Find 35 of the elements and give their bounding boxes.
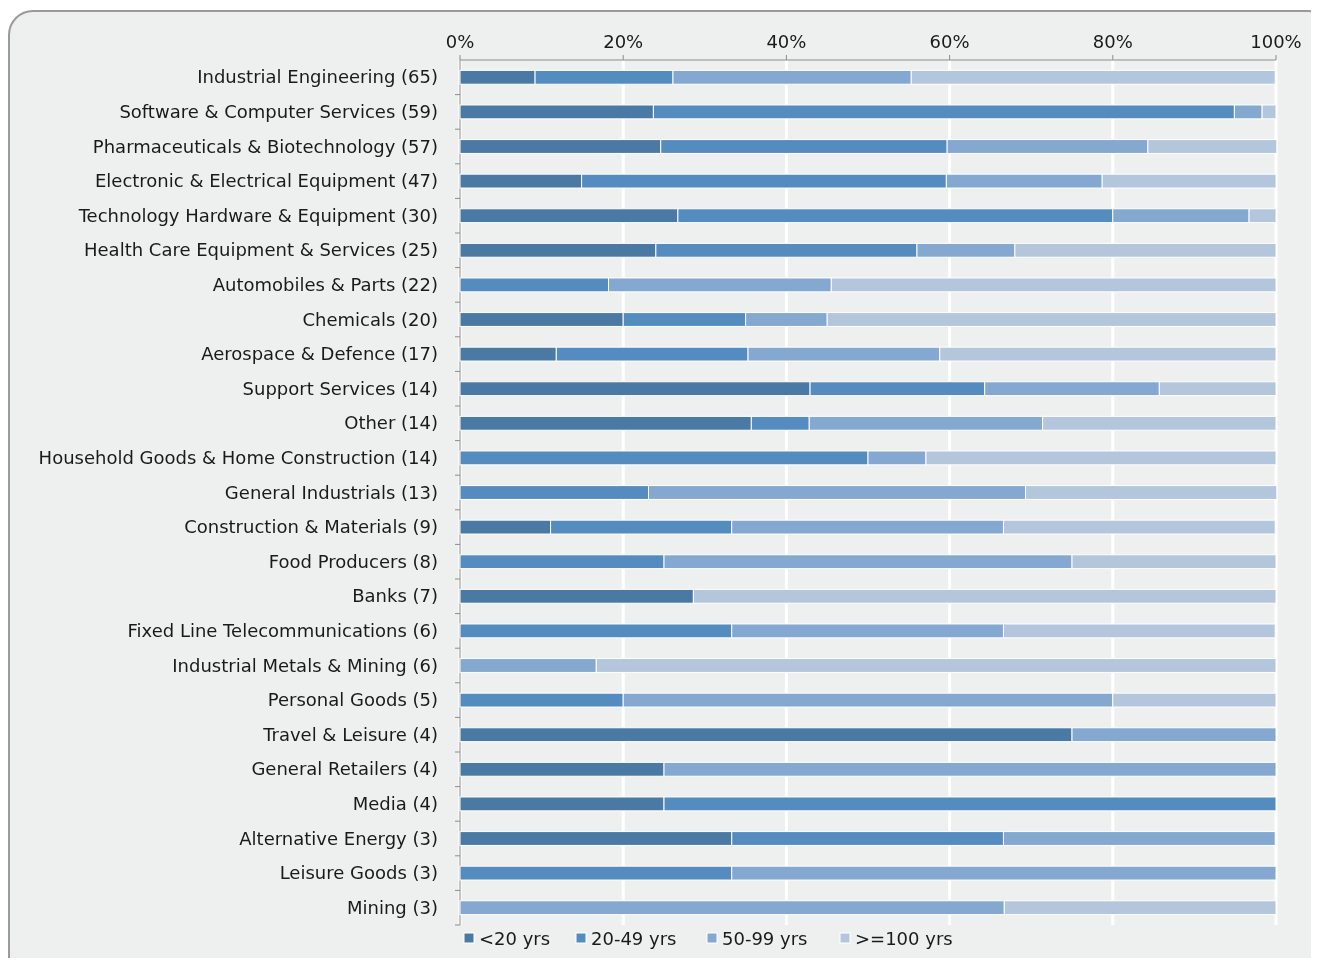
y-tick-label: Pharmaceuticals & Biotechnology (57) — [92, 135, 438, 157]
x-tick-label: 40% — [766, 31, 807, 52]
y-tick-label: Alternative Energy (3) — [239, 827, 438, 849]
y-tick-label: Aerospace & Defence (17) — [201, 343, 438, 365]
y-tick-label: Fixed Line Telecommunications (6) — [127, 619, 438, 641]
legend-label: <20 yrs — [479, 928, 551, 949]
y-tick-label: Software & Computer Services (59) — [119, 100, 438, 122]
y-tick-label: Travel & Leisure (4) — [262, 723, 438, 745]
x-tick-label: 80% — [1092, 31, 1133, 52]
y-tick-label: Other (14) — [344, 412, 438, 434]
x-tick-label: 0% — [445, 31, 475, 52]
legend-label: 50-99 yrs — [722, 928, 808, 949]
y-tick-label: Health Care Equipment & Services (25) — [84, 239, 438, 261]
y-tick-label: General Retailers (4) — [251, 758, 438, 780]
x-tick-label: 60% — [929, 31, 970, 52]
y-tick-label: Support Services (14) — [242, 377, 438, 399]
y-tick-label: Industrial Engineering (65) — [197, 66, 438, 88]
y-tick-label: Industrial Metals & Mining (6) — [172, 654, 438, 676]
x-tick-label: 100% — [1250, 31, 1302, 52]
legend-label: >=100 yrs — [855, 928, 953, 949]
x-tick-label: 20% — [603, 31, 644, 52]
y-tick-label: Electronic & Electrical Equipment (47) — [94, 170, 438, 192]
y-tick-label: Media (4) — [352, 792, 438, 814]
y-tick-label: Food Producers (8) — [268, 550, 438, 572]
y-tick-label: Automobiles & Parts (22) — [212, 273, 438, 295]
y-tick-label: Construction & Materials (9) — [184, 516, 438, 538]
y-tick-label: Mining (3) — [347, 896, 438, 918]
y-tick-label: Technology Hardware & Equipment (30) — [77, 204, 438, 226]
y-tick-label: Chemicals (20) — [302, 308, 438, 330]
y-tick-label: Household Goods & Home Construction (14) — [38, 446, 438, 468]
legend-label: 20-49 yrs — [591, 928, 677, 949]
y-tick-label: General Industrials (13) — [224, 481, 438, 503]
y-tick-label: Banks (7) — [352, 585, 438, 607]
y-tick-label: Personal Goods (5) — [267, 689, 438, 711]
y-tick-label: Leisure Goods (3) — [279, 862, 438, 884]
